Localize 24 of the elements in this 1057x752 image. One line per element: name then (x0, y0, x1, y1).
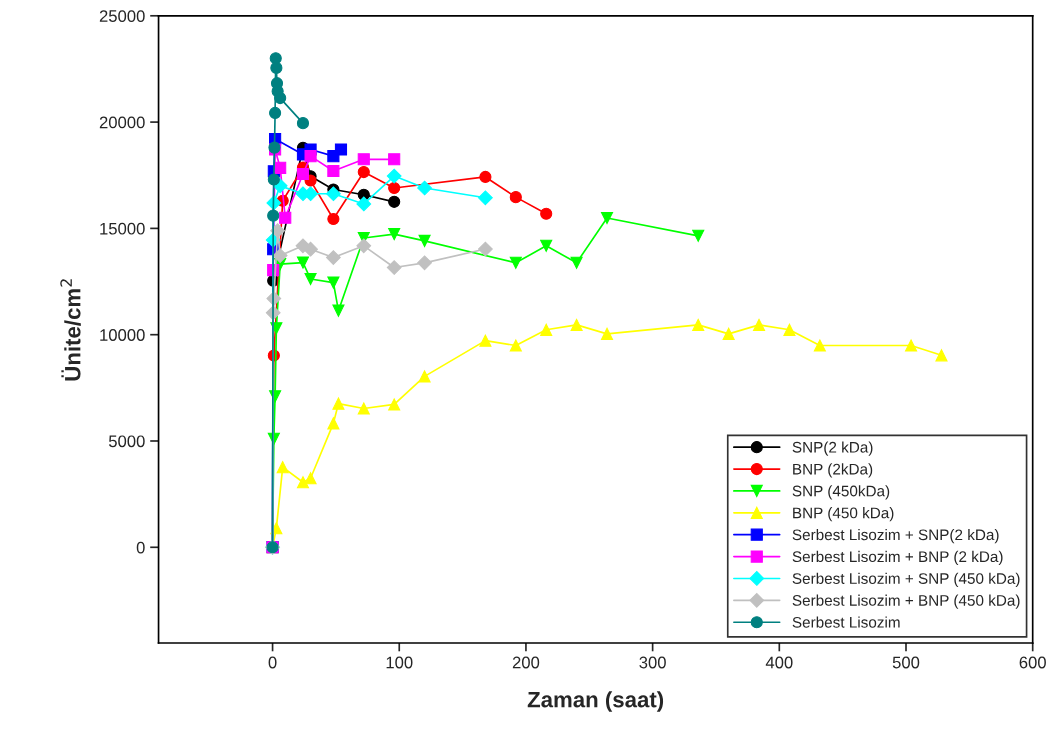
x-tick-label: 600 (1019, 656, 1046, 669)
x-tick-label: 300 (639, 656, 666, 669)
legend-label: Serbest Lisozim (792, 616, 900, 628)
legend-label: Serbest Lisozim + BNP (450 kDa) (792, 594, 1020, 609)
y-tick-label: 5000 (108, 435, 145, 448)
legend-label: Serbest Lisozim + SNP (450 kDa) (792, 572, 1020, 587)
x-tick-label: 200 (512, 656, 540, 669)
legend-label: SNP (450kDa) (792, 485, 890, 500)
x-tick-label: 500 (892, 656, 920, 669)
y-axis-title: Ünite/cm$^{2}$ (60, 279, 81, 381)
legend-label: Serbest Lisozim + BNP (2 kDa) (792, 550, 1003, 566)
x-tick-label: 100 (386, 656, 413, 669)
x-tick-label: 0 (268, 656, 277, 669)
y-tick-label: 10000 (100, 329, 145, 341)
legend-label: SNP(2 kDa) (792, 441, 873, 456)
x-tick-label: 400 (765, 656, 793, 669)
y-tick-label: 20000 (99, 116, 145, 129)
legend-label: Serbest Lisozim + SNP(2 kDa) (792, 528, 999, 544)
y-tick-label: 0 (136, 541, 145, 554)
y-tick-label: 25000 (99, 10, 145, 22)
x-axis-title: Zaman (saat) (527, 691, 664, 712)
legend-label: BNP (2kDa) (793, 463, 873, 478)
legend-label: BNP (450 kDa) (793, 507, 894, 522)
y-tick-label: 15000 (100, 222, 145, 235)
